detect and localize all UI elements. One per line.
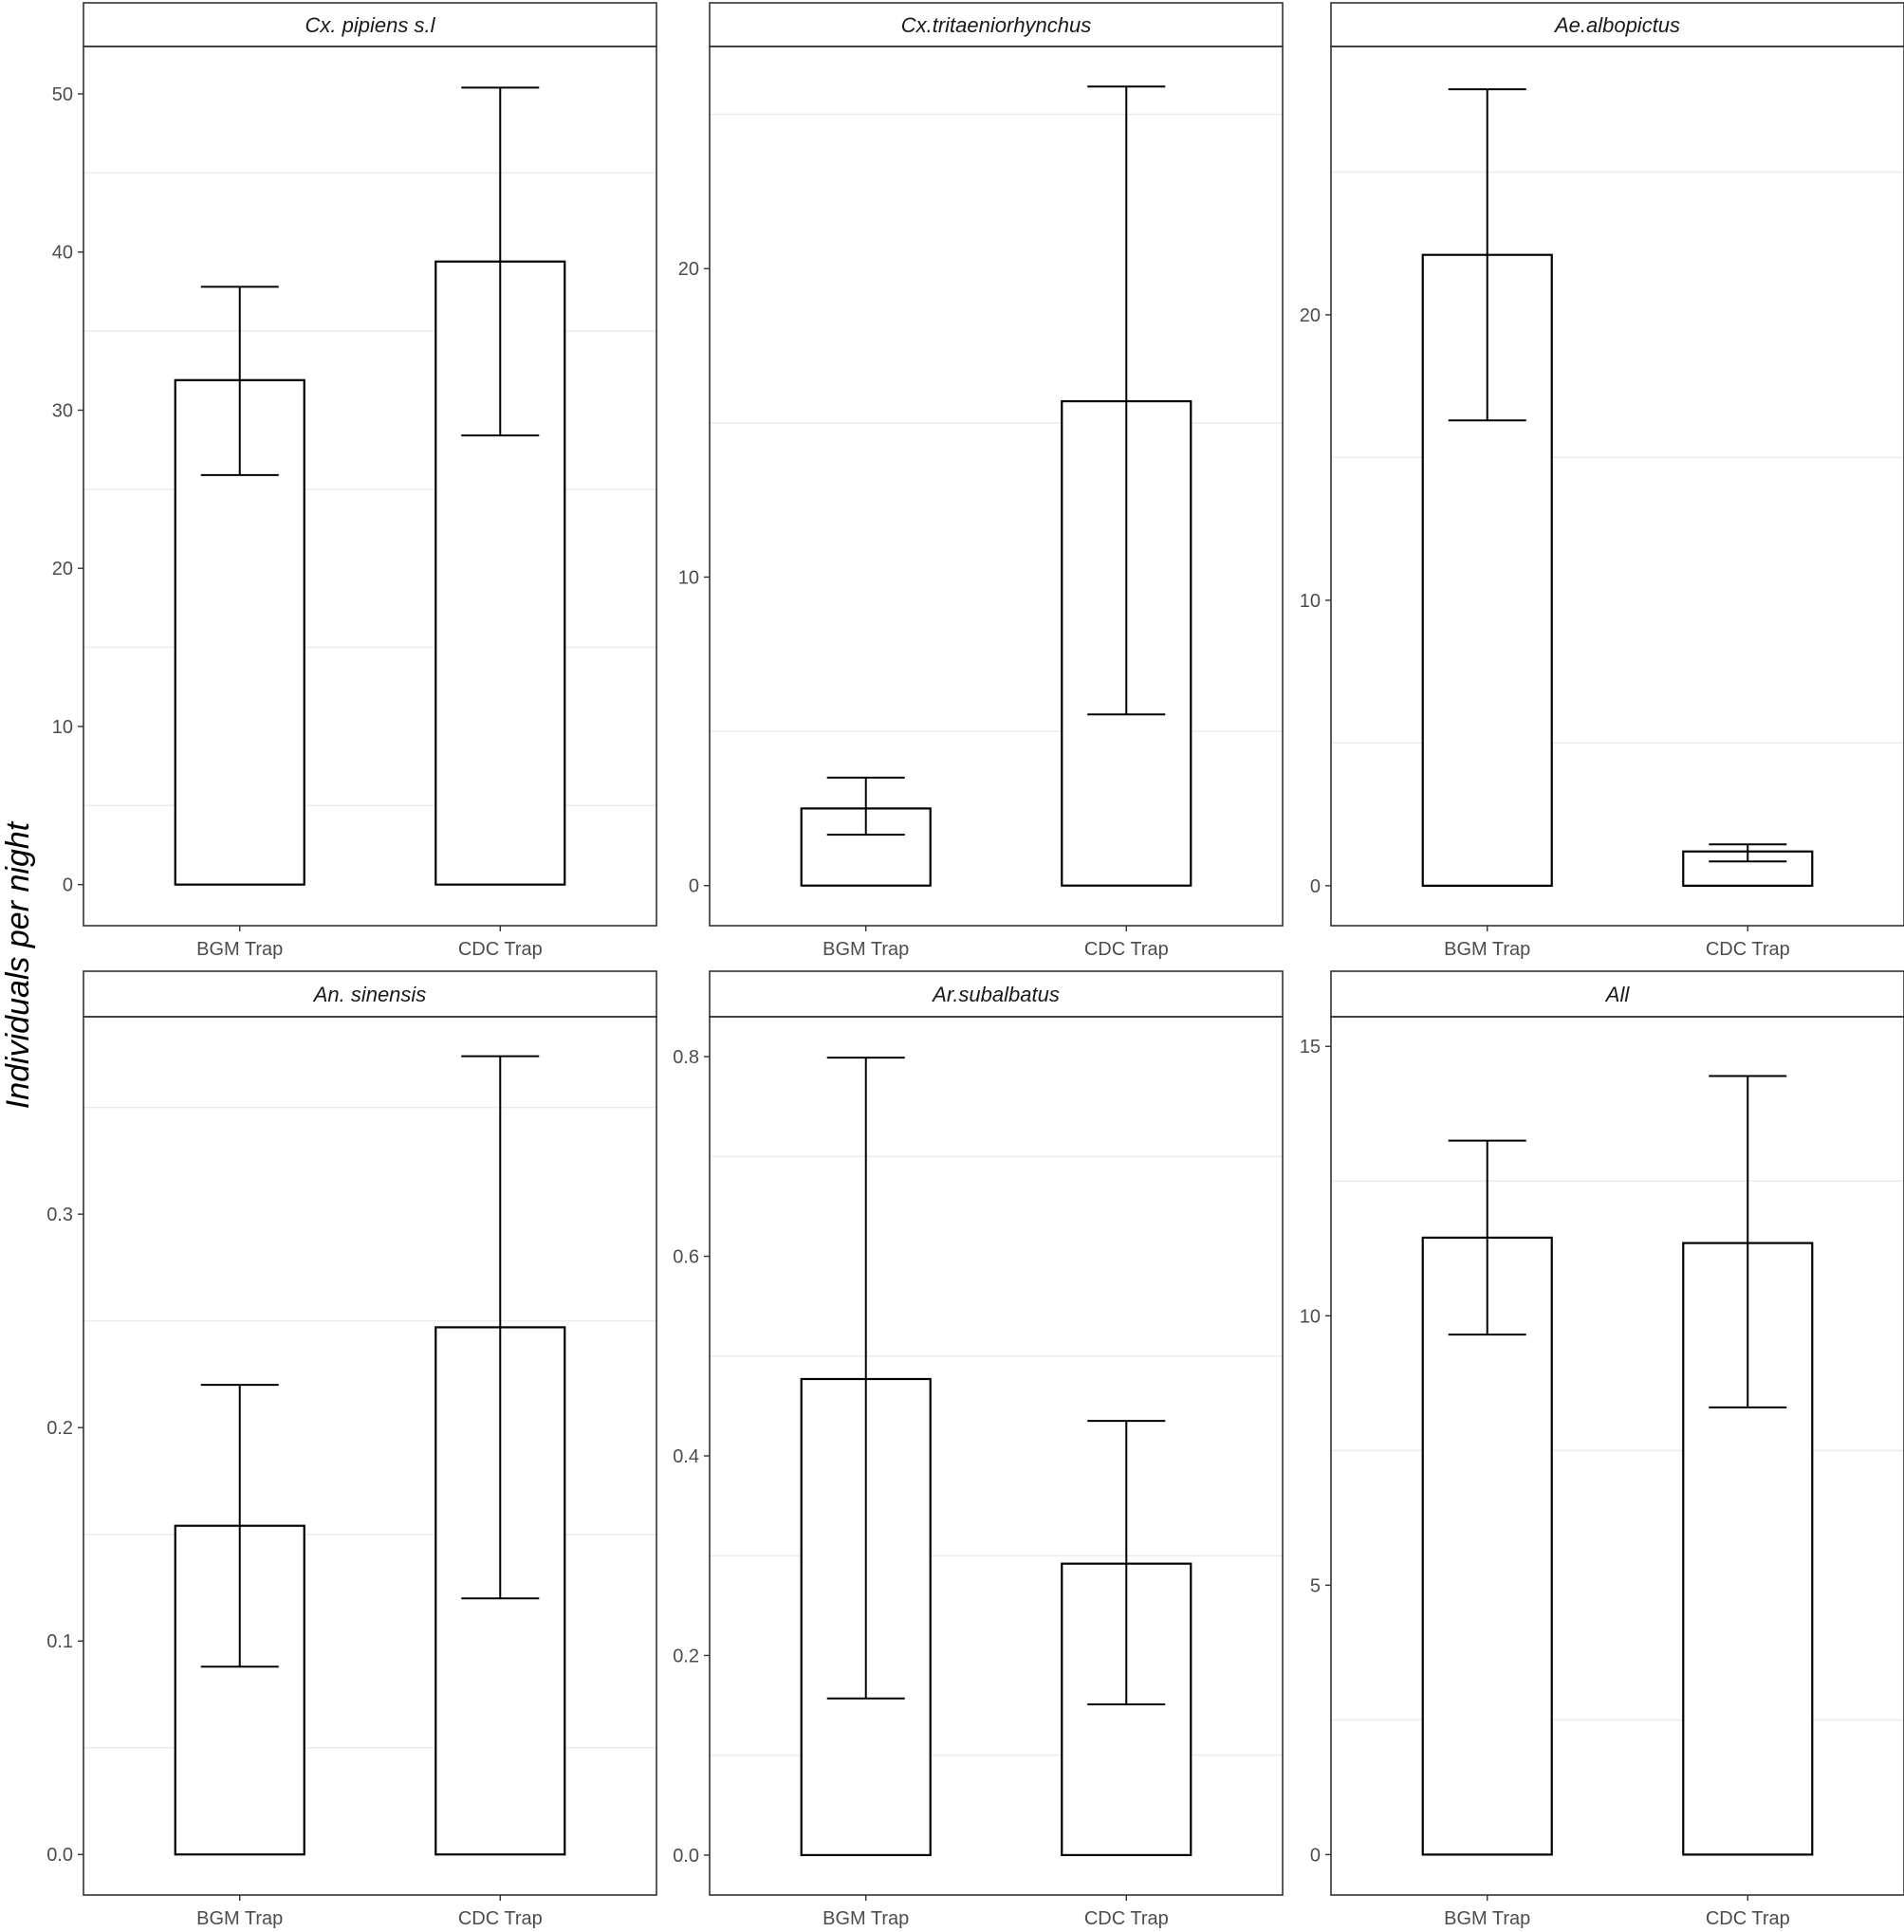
facet-strip bbox=[709, 2, 1284, 47]
facet-strip bbox=[1330, 2, 1904, 47]
x-tick-label: CDC Trap bbox=[1706, 939, 1790, 960]
y-tick-label: 0.2 bbox=[673, 1646, 699, 1666]
panel-5: Ar.subalbatus 0.0 0.2 0.4 0.6 0.8 BGM Trap CDC … bbox=[673, 970, 1284, 1929]
y-tick-label: 0 bbox=[1310, 876, 1321, 897]
x-tick-label: CDC Trap bbox=[1706, 1908, 1790, 1929]
y-tick-label: 0.0 bbox=[46, 1845, 73, 1866]
y-tick-label: 0 bbox=[1310, 1845, 1321, 1866]
panel-border bbox=[83, 1016, 657, 1896]
y-tick-label: 0.1 bbox=[46, 1631, 73, 1652]
panel-border bbox=[709, 1016, 1284, 1896]
y-tick-label: 20 bbox=[678, 259, 699, 280]
y-tick-label: 10 bbox=[1300, 591, 1321, 612]
x-tick-label: CDC Trap bbox=[458, 939, 543, 960]
facet-title: All bbox=[1604, 983, 1631, 1006]
panel-border bbox=[709, 46, 1284, 927]
x-tick-label: BGM Trap bbox=[1444, 939, 1530, 960]
x-tick-label: BGM Trap bbox=[196, 939, 283, 960]
facet-strip bbox=[709, 970, 1284, 1018]
x-tick-label: CDC Trap bbox=[1084, 939, 1169, 960]
x-tick-label: CDC Trap bbox=[1084, 1908, 1169, 1929]
y-tick-label: 20 bbox=[1300, 305, 1321, 326]
facet-strip bbox=[83, 2, 657, 47]
y-tick-label: 0.8 bbox=[673, 1047, 699, 1068]
y-tick-label: 0.2 bbox=[46, 1418, 73, 1439]
y-tick-label: 20 bbox=[52, 559, 73, 580]
panel-6: All 0 5 10 15 BGM Trap CDC Trap bbox=[1300, 970, 1904, 1929]
panel-2: Cx.tritaeniorhynchus 0 10 20 BGM Trap CDC Tra… bbox=[678, 2, 1284, 960]
y-tick-label: 0.6 bbox=[673, 1247, 699, 1268]
facet-title: Ar.subalbatus bbox=[931, 983, 1060, 1006]
facet-strip bbox=[83, 970, 657, 1018]
y-tick-label: 5 bbox=[1310, 1575, 1321, 1596]
y-axis-label: Individuals per night bbox=[0, 820, 36, 1109]
panel-border bbox=[1330, 1016, 1904, 1896]
y-tick-label: 30 bbox=[52, 400, 73, 421]
bar-bgm-trap bbox=[1421, 1236, 1553, 1856]
panel-border bbox=[83, 46, 657, 927]
panel-4: An. sinensis 0.0 0.1 0.2 0.3 BGM Trap CDC Trap bbox=[46, 970, 657, 1929]
x-tick-label: CDC Trap bbox=[458, 1908, 543, 1929]
x-tick-label: BGM Trap bbox=[823, 1908, 909, 1929]
y-tick-label: 0.0 bbox=[673, 1846, 699, 1867]
y-tick-label: 0 bbox=[689, 876, 699, 897]
facet-title: Cx. pipiens s.l bbox=[305, 13, 436, 37]
y-tick-label: 0.4 bbox=[673, 1446, 699, 1467]
y-tick-label: 10 bbox=[1300, 1306, 1321, 1327]
y-tick-label: 0 bbox=[63, 875, 73, 896]
y-tick-label: 50 bbox=[52, 84, 73, 105]
facet-title: Cx.tritaeniorhynchus bbox=[901, 13, 1092, 37]
panel-border bbox=[1330, 46, 1904, 927]
x-tick-label: BGM Trap bbox=[823, 939, 909, 960]
x-tick-label: BGM Trap bbox=[196, 1908, 283, 1929]
facet-title: Ae.albopictus bbox=[1553, 13, 1680, 37]
panel-1: Cx. pipiens s.l 0 10 20 30 40 50 BGM Trap CDC Tr… bbox=[52, 2, 657, 960]
y-tick-label: 10 bbox=[678, 567, 699, 588]
facet-title: An. sinensis bbox=[312, 983, 427, 1006]
y-tick-label: 15 bbox=[1300, 1037, 1321, 1058]
y-tick-label: 40 bbox=[52, 243, 73, 264]
y-tick-label: 10 bbox=[52, 717, 73, 738]
y-tick-label: 0.3 bbox=[46, 1205, 73, 1225]
x-tick-label: BGM Trap bbox=[1444, 1908, 1530, 1929]
panel-3: Ae.albopictus 0 10 20 BGM Trap CDC Trap bbox=[1300, 2, 1904, 960]
